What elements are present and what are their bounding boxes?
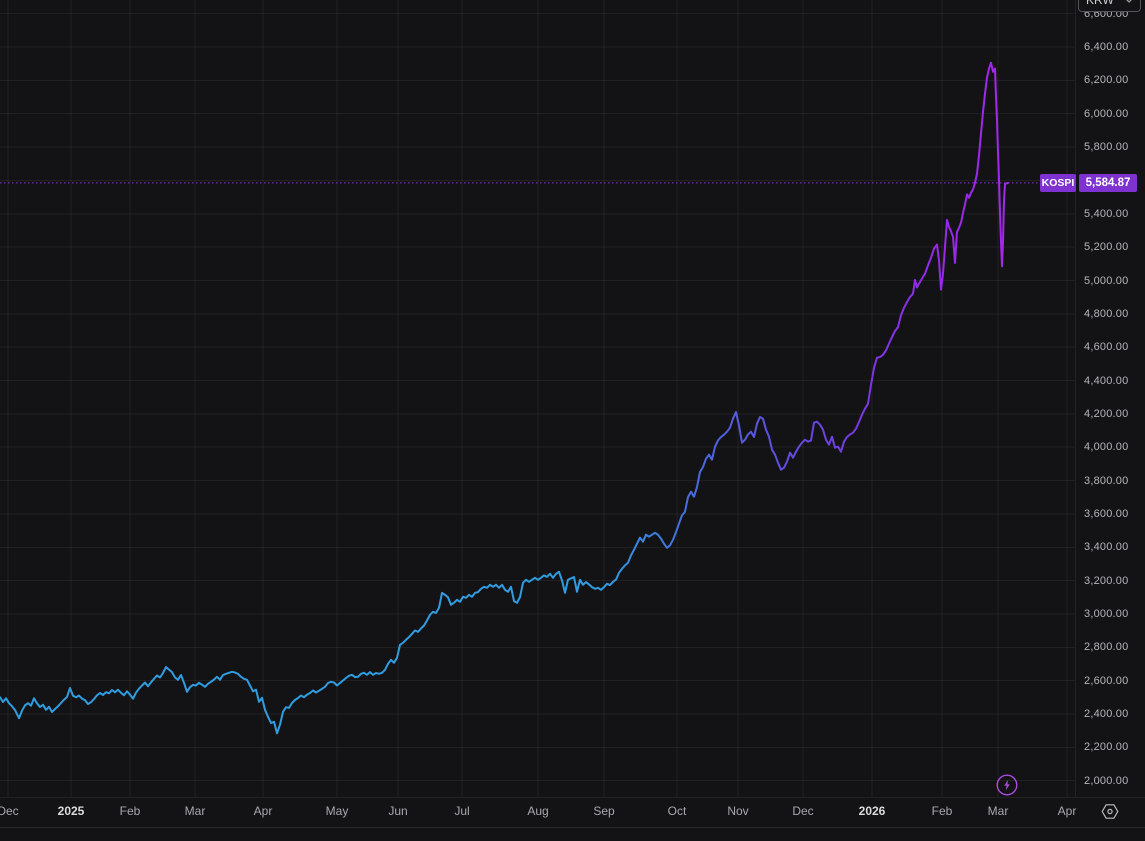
price-axis-separator (1075, 0, 1076, 797)
x-axis-label: Dec (792, 804, 814, 818)
y-axis-label: 6,400.00 (1084, 41, 1129, 53)
time-axis-separator (0, 797, 1145, 798)
x-axis-label: Mar (987, 804, 1009, 818)
x-axis-label: Feb (119, 804, 141, 818)
y-axis-label: 5,000.00 (1084, 274, 1129, 287)
y-axis-label: 6,000.00 (1084, 107, 1129, 120)
y-axis-label: 2,800.00 (1084, 641, 1129, 654)
y-axis-label: 5,800.00 (1084, 141, 1129, 154)
x-axis-label: Aug (527, 804, 549, 818)
currency-selector-dropdown[interactable]: KRW (1078, 0, 1141, 12)
y-axis-label: 3,400.00 (1084, 541, 1129, 554)
y-axis-label: 2,400.00 (1084, 708, 1129, 720)
price-chart-canvas[interactable] (0, 0, 1075, 797)
symbol-badge: KOSPI (1040, 174, 1076, 192)
currency-selector-label: KRW (1086, 0, 1114, 7)
x-axis-label: Sep (593, 804, 615, 818)
x-axis-label: Nov (727, 804, 749, 818)
x-axis-label: Jul (454, 804, 470, 818)
y-axis-label: 4,000.00 (1084, 441, 1129, 454)
x-axis-label: Dec (0, 804, 19, 818)
y-axis-label: 2,000.00 (1084, 774, 1129, 787)
bottom-pane-border (0, 827, 1145, 828)
chevron-down-icon (1125, 0, 1133, 3)
x-axis-label: Oct (667, 804, 687, 818)
y-axis-label: 3,200.00 (1084, 574, 1129, 587)
y-axis-label: 5,200.00 (1084, 241, 1129, 254)
y-axis-label: 4,400.00 (1084, 374, 1129, 387)
y-axis-label: 4,600.00 (1084, 341, 1129, 354)
y-axis-label: 4,800.00 (1084, 307, 1129, 320)
x-axis-label: Apr (1057, 804, 1077, 818)
x-axis-label: Feb (931, 804, 953, 818)
symbol-badge-label: KOSPI (1041, 177, 1075, 189)
y-axis-label: 3,600.00 (1084, 507, 1129, 520)
axis-settings-icon[interactable] (1101, 803, 1119, 820)
y-axis-label: 2,600.00 (1084, 674, 1129, 687)
realtime-lightning-icon[interactable] (996, 774, 1018, 796)
x-axis-label: 2025 (57, 804, 85, 818)
y-axis-label: 3,000.00 (1084, 608, 1129, 620)
current-price-value: 5,584.87 (1085, 177, 1131, 189)
y-axis-label: 4,200.00 (1084, 407, 1129, 420)
y-axis-label: 2,200.00 (1084, 741, 1129, 754)
y-axis-label: 5,400.00 (1084, 207, 1129, 220)
y-axis-label: 3,800.00 (1084, 474, 1129, 487)
x-axis-label: 2026 (858, 804, 886, 818)
x-axis-label: Jun (388, 804, 408, 818)
x-axis-label: May (325, 804, 349, 818)
y-axis-label: 6,200.00 (1084, 74, 1129, 87)
current-price-badge: 5,584.87 (1079, 174, 1137, 192)
x-axis-label: Apr (253, 804, 273, 818)
x-axis-label: Mar (184, 804, 206, 818)
